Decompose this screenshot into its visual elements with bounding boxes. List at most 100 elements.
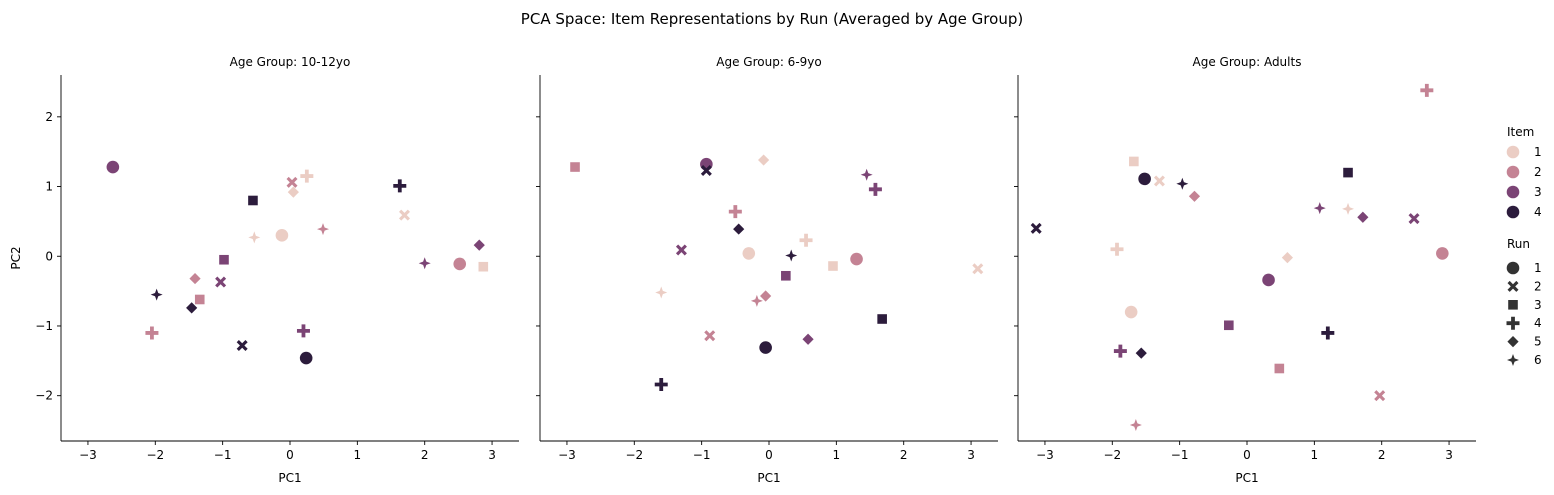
- point-item1-run5: [287, 186, 299, 198]
- point-item3-run4: [1113, 344, 1127, 358]
- point-item1-run6: [655, 286, 668, 299]
- legend: Item 1 2 3 4 Run 1 2 3 4 5 6: [1506, 125, 1542, 367]
- point-item2-run2: [704, 330, 716, 342]
- point-item4-run6: [1176, 177, 1189, 190]
- x-tick-label: −3: [79, 448, 97, 462]
- x-tick-label: 0: [765, 448, 773, 462]
- point-item3-run6: [418, 257, 431, 270]
- scatter-points: [1030, 83, 1449, 431]
- point-item1-run4: [799, 233, 813, 247]
- panel-title: Age Group: Adults: [1193, 55, 1302, 69]
- point-item4-run3: [248, 195, 258, 206]
- point-item1-run1: [275, 229, 289, 242]
- point-item3-run6: [1313, 202, 1326, 215]
- panel-1: Age Group: 10-12yo −3 −2 −1 0 1 2 3 −2 −1 0 1 2 PC1 PC…: [9, 55, 519, 485]
- legend-run-marker-5: [1507, 336, 1519, 348]
- point-item2-run5: [1188, 190, 1201, 202]
- point-item2-run5: [760, 290, 772, 302]
- point-item1-run3: [828, 261, 838, 271]
- point-item3-run3: [781, 270, 791, 281]
- legend-item-label: 3: [1534, 185, 1542, 199]
- point-item4-run5: [1135, 347, 1147, 359]
- x-tick-label: 3: [1445, 448, 1453, 462]
- panel-3: Age Group: Adults −3 −2 −1 0 1 2 3 PC1: [1014, 55, 1476, 485]
- legend-item-entries: 1 2 3 4: [1506, 145, 1542, 219]
- legend-item-label: 1: [1534, 145, 1542, 159]
- point-item1-run2: [1153, 175, 1165, 187]
- legend-item-marker-4: [1506, 205, 1520, 219]
- point-item2-run2: [1374, 390, 1386, 402]
- y-tick-label: 0: [45, 249, 53, 263]
- legend-item-label: 2: [1534, 165, 1542, 179]
- point-item3-run2: [1408, 213, 1420, 225]
- y-tick-label: −2: [35, 389, 53, 403]
- x-tick-label: −2: [1103, 448, 1121, 462]
- point-item3-run2: [675, 244, 687, 256]
- point-item2-run6: [1129, 418, 1142, 431]
- point-item3-run5: [1357, 211, 1369, 223]
- point-item4-run3: [877, 314, 887, 324]
- x-tick-label: 2: [1378, 448, 1386, 462]
- point-item2-run4: [728, 205, 742, 219]
- legend-run-marker-4: [1506, 316, 1520, 330]
- point-item3-run4: [868, 182, 882, 196]
- x-tick-label: −2: [146, 448, 164, 462]
- legend-run-label: 5: [1534, 335, 1542, 349]
- legend-run-label: 2: [1534, 279, 1542, 293]
- x-tick-label: 0: [286, 448, 294, 462]
- point-item4-run4: [1321, 326, 1335, 340]
- point-item2-run1: [1436, 247, 1449, 260]
- x-tick-label: 3: [967, 448, 975, 462]
- scatter-points: [570, 154, 984, 392]
- point-item2-run3: [570, 162, 580, 172]
- point-item3-run5: [802, 333, 814, 345]
- point-item3-run4: [296, 324, 310, 338]
- point-item3-run3: [1224, 320, 1234, 331]
- x-tick-label: 2: [900, 448, 908, 462]
- point-item4-run5: [186, 302, 198, 314]
- panel-2: Age Group: 6-9yo −3 −2 −1 0 1 2 3 PC1: [536, 55, 998, 485]
- legend-run-label: 3: [1534, 298, 1542, 312]
- point-item4-run1: [759, 341, 772, 354]
- point-item4-run2: [236, 339, 248, 351]
- point-item2-run1: [850, 252, 863, 266]
- point-item2-run4: [1420, 83, 1434, 97]
- point-item2-run1: [453, 257, 467, 271]
- point-item3-run2: [215, 276, 227, 288]
- point-item3-run6: [860, 168, 873, 181]
- legend-run-entries: 1 2 3 4 5 6: [1506, 261, 1542, 367]
- legend-item-marker-3: [1506, 185, 1520, 199]
- x-tick-label: −1: [1171, 448, 1189, 462]
- legend-run-marker-2: [1507, 280, 1519, 292]
- x-tick-label: 2: [421, 448, 429, 462]
- point-item3-run3: [219, 254, 229, 265]
- x-axis-label: PC1: [1235, 471, 1258, 485]
- legend-run-marker-1: [1506, 261, 1520, 275]
- point-item1-run2: [972, 263, 984, 275]
- x-axis-label: PC1: [278, 471, 301, 485]
- panel-title: Age Group: 6-9yo: [716, 55, 821, 69]
- point-item4-run4: [654, 378, 668, 392]
- x-axis-label: PC1: [757, 471, 780, 485]
- x-tick-label: −3: [1036, 448, 1054, 462]
- figure-suptitle: PCA Space: Item Representations by Run (…: [521, 10, 1023, 28]
- y-tick-label: 2: [45, 110, 53, 124]
- point-item1-run4: [300, 169, 314, 183]
- point-item4-run6: [785, 249, 798, 262]
- x-tick-label: 0: [1243, 448, 1251, 462]
- point-item4-run2: [1030, 222, 1042, 234]
- point-item3-run1: [1262, 273, 1275, 287]
- point-item2-run6: [750, 294, 763, 307]
- point-item1-run6: [1342, 202, 1355, 215]
- point-item4-run6: [150, 288, 163, 301]
- x-tick-label: 1: [833, 448, 841, 462]
- point-item2-run3: [1274, 363, 1285, 374]
- y-tick-label: 1: [45, 180, 53, 194]
- x-tick-label: −1: [214, 448, 232, 462]
- x-tick-label: 3: [488, 448, 496, 462]
- x-tick-label: 1: [1311, 448, 1319, 462]
- point-item1-run3: [1129, 156, 1139, 167]
- point-item2-run3: [194, 294, 205, 305]
- legend-run-title: Run: [1507, 237, 1530, 251]
